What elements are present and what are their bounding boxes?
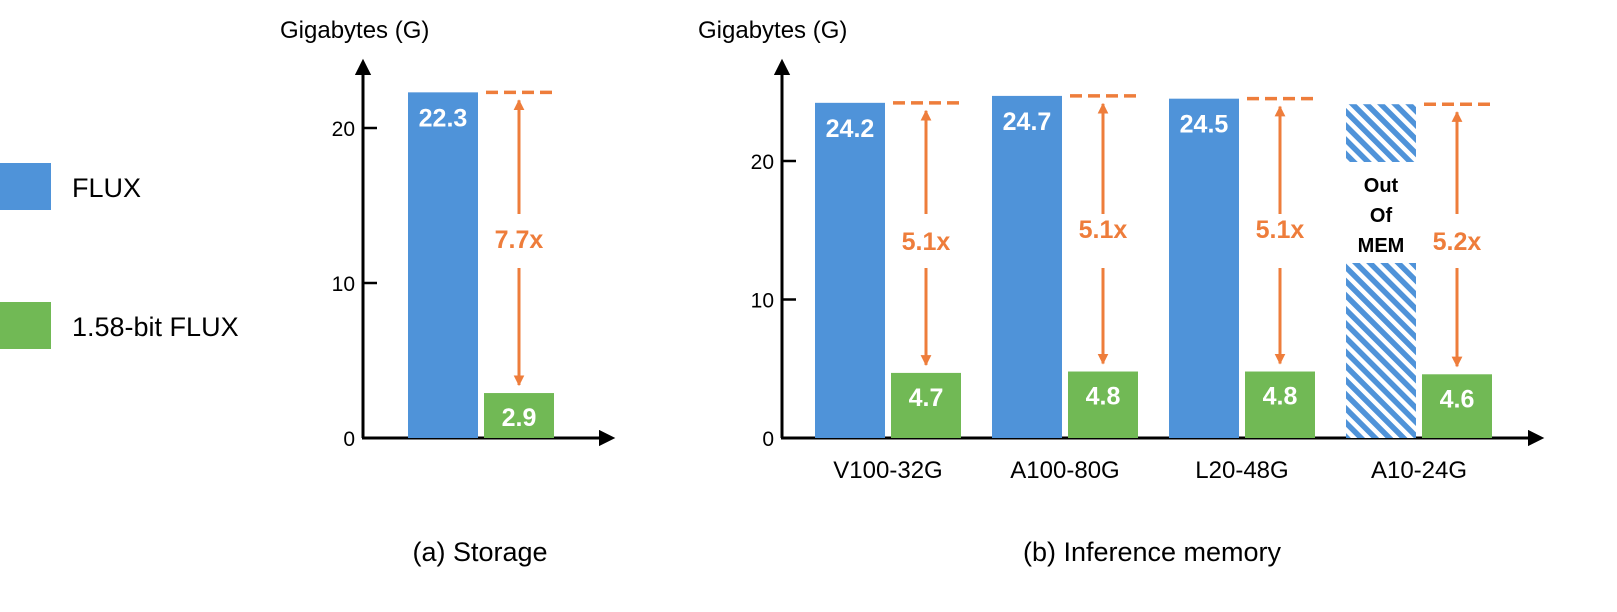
storage-bars: 22.3 2.9 7.7x bbox=[408, 90, 554, 438]
x-tick-label: L20-48G bbox=[1195, 457, 1288, 484]
storage-y-ticks: 0 10 20 bbox=[332, 118, 377, 451]
x-tick-label: A10-24G bbox=[1371, 457, 1467, 484]
legend-item-flux-158: 1.58-bit FLUX bbox=[0, 302, 239, 349]
inference-caption: (b) Inference memory bbox=[1023, 537, 1282, 567]
y-tick-label: 0 bbox=[762, 428, 774, 451]
flux-158-bar bbox=[1245, 371, 1315, 438]
flux-158-value-label: 2.9 bbox=[502, 404, 537, 432]
legend: FLUX 1.58-bit FLUX bbox=[0, 163, 239, 349]
flux-bar bbox=[1169, 98, 1239, 439]
inference-bars: 24.2 4.7 5.1x 24.7 4.8 5.1x 24.5 4.8 5.1x Out Of ME… bbox=[815, 94, 1492, 439]
out-of-memory-label: MEM bbox=[1358, 235, 1405, 257]
inference-x-tick-labels: V100-32G A100-80G L20-48G A10-24G bbox=[833, 457, 1467, 484]
ratio-label: 5.1x bbox=[1079, 216, 1128, 244]
flux-158-value-label: 4.8 bbox=[1263, 383, 1298, 411]
y-tick-label: 10 bbox=[751, 290, 774, 313]
flux-158-bar bbox=[1068, 371, 1138, 438]
flux-value-label: 22.3 bbox=[419, 104, 468, 132]
flux-bar bbox=[992, 95, 1062, 438]
flux-158-bar bbox=[484, 393, 554, 438]
legend-label-flux: FLUX bbox=[72, 173, 141, 203]
flux-bar-out-of-memory bbox=[1346, 263, 1416, 438]
storage-caption: (a) Storage bbox=[412, 537, 547, 567]
flux-bar bbox=[815, 102, 885, 438]
legend-swatch-flux-158 bbox=[0, 302, 51, 349]
out-of-memory-label: Out bbox=[1364, 175, 1399, 197]
x-tick-label: V100-32G bbox=[833, 457, 942, 484]
legend-label-flux-158: 1.58-bit FLUX bbox=[72, 312, 239, 342]
flux-bar-out-of-memory bbox=[1346, 104, 1416, 162]
flux-158-value-label: 4.7 bbox=[909, 384, 944, 412]
storage-chart: Gigabytes (G) 0 10 20 22.3 2.9 7.7x (a) Stor… bbox=[280, 17, 616, 567]
inference-chart: Gigabytes (G) 0 10 20 24.2 4.7 5.1x 24.7 4.8 5.… bbox=[698, 17, 1545, 567]
y-tick-label: 0 bbox=[343, 428, 355, 451]
x-tick-label: A100-80G bbox=[1010, 457, 1119, 484]
ratio-label: 5.2x bbox=[1433, 228, 1482, 256]
flux-value-label: 24.2 bbox=[826, 115, 875, 143]
flux-158-bar bbox=[1422, 374, 1492, 438]
inference-y-ticks: 0 10 20 bbox=[751, 151, 796, 451]
storage-ylabel: Gigabytes (G) bbox=[280, 17, 429, 44]
flux-158-bar bbox=[891, 372, 961, 438]
legend-item-flux: FLUX bbox=[0, 163, 141, 210]
ratio-label: 5.1x bbox=[902, 228, 951, 256]
flux-158-value-label: 4.6 bbox=[1440, 385, 1475, 413]
legend-swatch-flux bbox=[0, 163, 51, 210]
flux-value-label: 24.5 bbox=[1180, 111, 1229, 139]
out-of-memory-label: Of bbox=[1370, 205, 1393, 227]
flux-value-label: 24.7 bbox=[1003, 108, 1052, 136]
y-tick-label: 20 bbox=[332, 118, 355, 141]
ratio-label: 7.7x bbox=[495, 226, 544, 254]
flux-158-value-label: 4.8 bbox=[1086, 383, 1121, 411]
inference-ylabel: Gigabytes (G) bbox=[698, 17, 847, 44]
flux-bar bbox=[408, 92, 478, 438]
y-tick-label: 20 bbox=[751, 151, 774, 174]
y-tick-label: 10 bbox=[332, 273, 355, 296]
ratio-label: 5.1x bbox=[1256, 216, 1305, 244]
